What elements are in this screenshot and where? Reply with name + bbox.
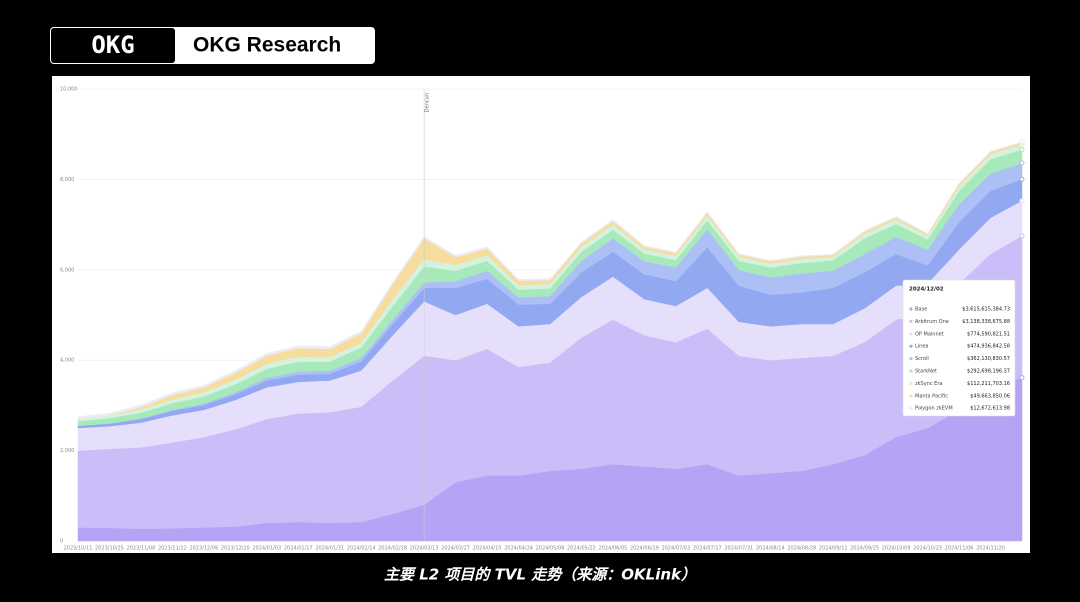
tooltip-swatch [909, 307, 913, 311]
x-tick-label: 2024/10/23 [913, 546, 942, 552]
tooltip-swatch [909, 394, 913, 398]
x-tick-label: 2024/04/10 [473, 546, 502, 552]
tooltip-name: Manta Pacific [915, 393, 948, 399]
x-tick-label: 2024/09/11 [819, 546, 848, 552]
x-tick-label: 2023/11/22 [158, 546, 187, 552]
hover-dot [1019, 375, 1025, 381]
hover-dot [1019, 176, 1025, 182]
y-tick-label: 0 [60, 539, 63, 545]
tooltip-name: Linea [915, 344, 928, 350]
x-tick-label: 2024/03/27 [441, 546, 470, 552]
tooltip-name: Arbitrum One [915, 319, 949, 325]
tooltip-value: $3,615,615,384.73 [962, 307, 1010, 313]
x-tick-label: 2023/12/20 [221, 546, 250, 552]
x-tick-label: 2024/05/22 [567, 546, 596, 552]
y-tick-label: 2,000 [60, 448, 74, 454]
tooltip-swatch [909, 406, 913, 410]
tooltip-swatch [909, 319, 913, 323]
x-tick-label: 2024/07/31 [724, 546, 753, 552]
tooltip-name: zkSync Era [915, 381, 942, 387]
x-tick-label: 2024/10/09 [882, 546, 911, 552]
x-tick-label: 2024/02/28 [378, 546, 407, 552]
x-tick-label: 2024/07/03 [661, 546, 690, 552]
tooltip-name: Polygon zkEVM [915, 406, 953, 412]
x-tick-label: 2023/10/25 [95, 546, 124, 552]
x-tick-label: 2024/03/13 [410, 546, 439, 552]
tooltip-swatch [909, 381, 913, 385]
x-tick-label: 2024/01/31 [315, 546, 344, 552]
x-tick-label: 2024/06/05 [599, 546, 628, 552]
x-tick-label: 2024/05/08 [536, 546, 565, 552]
tooltip-value: $112,211,703.16 [967, 381, 1010, 387]
logo: OKG [91, 31, 134, 59]
tooltip-swatch [909, 357, 913, 361]
x-tick-label: 2023/10/11 [64, 546, 93, 552]
y-tick-label: 4,000 [60, 358, 74, 364]
brand-title: OKG Research [193, 34, 341, 57]
hover-dot [1019, 139, 1025, 145]
hover-dot [1019, 198, 1025, 204]
tooltip-value: $474,936,842.58 [967, 344, 1010, 350]
logo-block [51, 28, 175, 63]
tooltip-value: $3,138,338,675.88 [962, 319, 1010, 325]
tooltip-swatch [909, 332, 913, 336]
tooltip-value: $774,590,821.51 [967, 331, 1010, 337]
x-tick-label: 2024/11/06 [945, 546, 974, 552]
hover-dot [1019, 147, 1025, 153]
y-tick-label: 8,000 [60, 177, 74, 183]
tooltip-name: StarkNet [915, 369, 937, 375]
y-tick-label: 6,000 [60, 267, 74, 273]
tooltip-value: $292,698,196.37 [967, 369, 1010, 375]
x-tick-label: 2023/11/08 [127, 546, 156, 552]
x-tick-label: 2024/01/17 [284, 546, 313, 552]
x-tick-label: 2024/01/03 [252, 546, 281, 552]
x-tick-label: 2023/12/06 [189, 546, 218, 552]
tooltip-name: Scroll [915, 356, 929, 362]
x-tick-label: 2024/06/19 [630, 546, 659, 552]
annotation: Dencun [425, 93, 431, 112]
x-tick-label: 2024/11/20 [976, 546, 1005, 552]
tooltip-value: $12,672,613.98 [970, 406, 1010, 412]
x-tick-label: 2024/04/24 [504, 546, 533, 552]
tooltip-name: Base [915, 307, 927, 313]
x-tick-label: 2024/07/17 [693, 546, 722, 552]
hover-dot [1019, 160, 1025, 166]
x-tick-label: 2024/08/14 [756, 546, 785, 552]
y-tick-label: 10,000 [60, 87, 78, 93]
x-tick-label: 2024/09/25 [850, 546, 879, 552]
caption: 主要 L2 项目的 TVL 走势（来源：OKLink） [384, 566, 696, 584]
tooltip [902, 279, 1016, 417]
x-tick-label: 2024/08/28 [787, 546, 816, 552]
tooltip-swatch [909, 344, 913, 348]
hover-dot [1019, 233, 1025, 239]
tooltip-value: $362,130,830.57 [967, 356, 1010, 362]
tooltip-value: $49,663,850.06 [970, 393, 1010, 399]
tooltip-name: OP Mainnet [915, 331, 944, 337]
tooltip-swatch [909, 369, 913, 373]
tooltip-title: 2024/12/02 [909, 287, 944, 293]
x-tick-label: 2024/02/14 [347, 546, 376, 552]
